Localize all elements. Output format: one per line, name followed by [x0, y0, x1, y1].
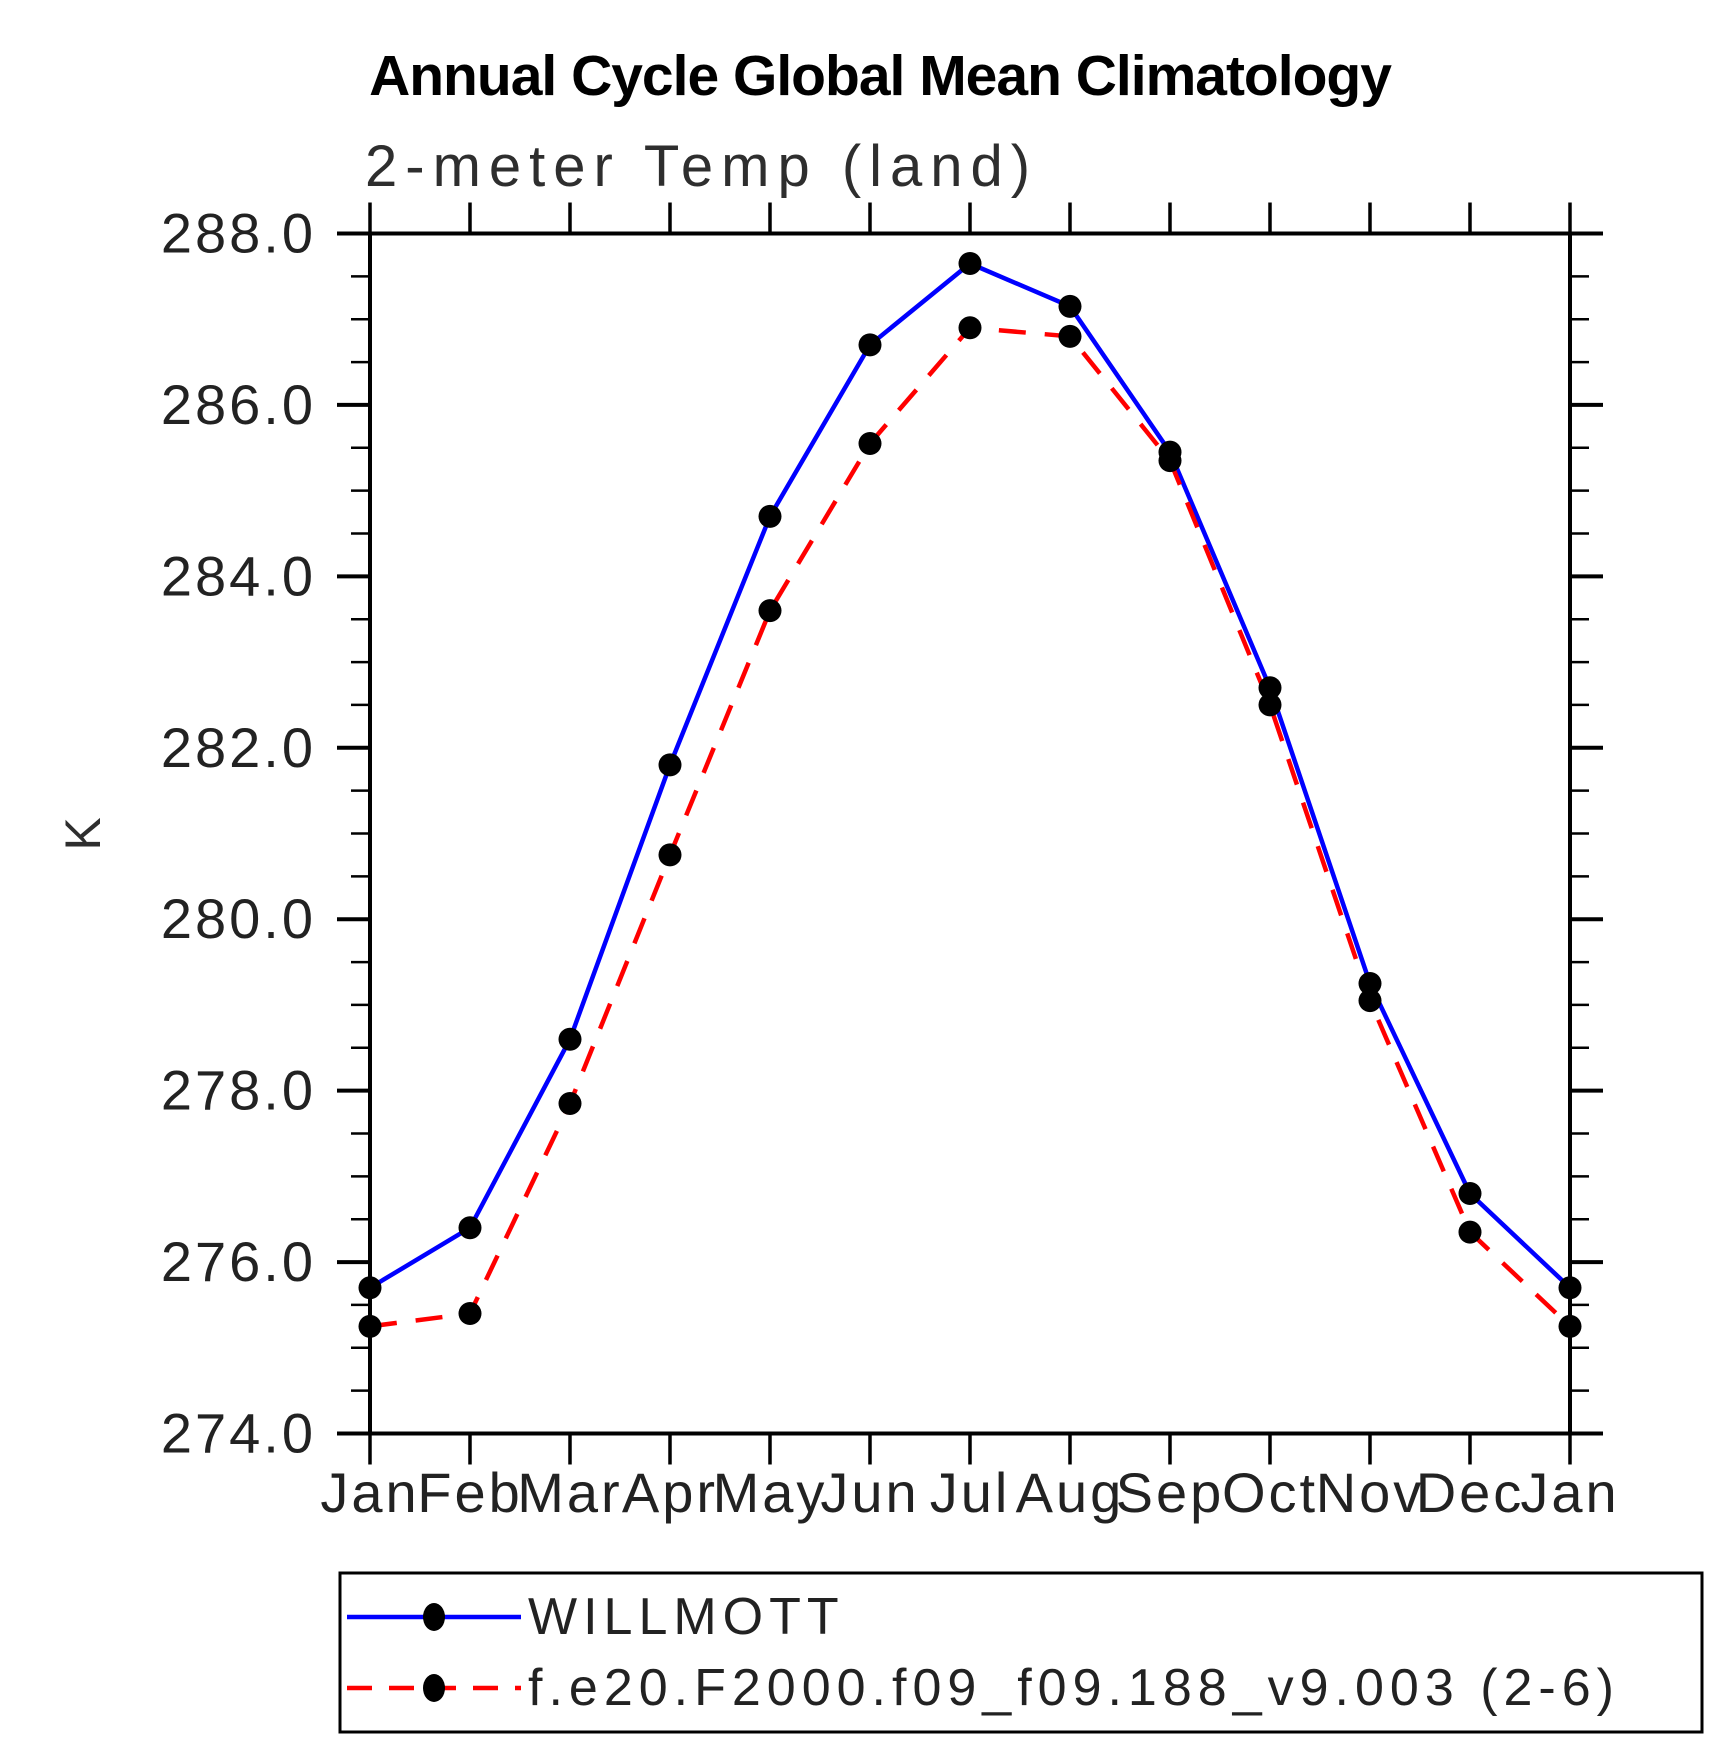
legend-marker	[423, 1674, 445, 1702]
y-tick-label: 278.0	[161, 1059, 316, 1122]
tick-marks	[337, 202, 1603, 1465]
series-line-willmott	[368, 260, 1572, 1290]
chart-subtitle: 2-meter Temp (land)	[365, 134, 1038, 199]
legend-box	[338, 1571, 1704, 1734]
x-tick-label: May	[713, 1461, 828, 1524]
x-tick-label: Oct	[1222, 1461, 1318, 1524]
y-tick-label: 276.0	[161, 1230, 316, 1293]
x-tick-label: Jan	[320, 1461, 419, 1524]
data-point-marker	[658, 843, 682, 867]
data-point-marker	[858, 333, 882, 357]
x-tick-label: Jul	[930, 1461, 1011, 1524]
x-tick-label: Jan	[1520, 1461, 1619, 1524]
data-point-marker	[758, 504, 782, 528]
x-tick-label: Nov	[1316, 1461, 1425, 1524]
data-point-marker	[1458, 1220, 1482, 1244]
x-tick-label: Feb	[417, 1461, 523, 1524]
y-tick-label: 284.0	[161, 544, 316, 607]
x-tick-label: Sep	[1116, 1461, 1225, 1524]
data-point-marker	[958, 252, 982, 275]
data-point-marker	[558, 1092, 582, 1115]
x-tick-label: Mar	[517, 1461, 622, 1524]
y-tick-label: 286.0	[161, 373, 316, 436]
data-point-marker	[1058, 294, 1082, 318]
y-tick-label: 274.0	[161, 1402, 316, 1465]
data-point-marker	[1558, 1276, 1582, 1300]
data-point-marker	[858, 432, 882, 455]
data-point-marker	[758, 599, 782, 623]
y-tick-label: 282.0	[161, 716, 316, 779]
x-tick-label: Apr	[622, 1461, 718, 1524]
chart-title: Annual Cycle Global Mean Climatology	[369, 44, 1392, 108]
axes	[368, 231, 1572, 1436]
legend: WILLMOTT f.e20.F2000.f09_f09.188_v9.003 (…	[338, 1571, 1704, 1734]
data-point-marker	[1358, 972, 1382, 995]
data-point-marker	[1258, 676, 1282, 700]
data-point-marker	[1058, 324, 1082, 348]
data-point-marker	[1358, 989, 1382, 1013]
data-point-marker	[358, 1314, 382, 1338]
data-point-marker	[358, 1276, 382, 1300]
data-point-marker	[458, 1216, 482, 1240]
legend-label: f.e20.F2000.f09_f09.188_v9.003 (2-6)	[528, 1659, 1620, 1717]
data-point-marker	[1258, 693, 1282, 717]
data-point-marker	[958, 316, 982, 340]
tick-labels: 274.0 276.0 278.0 280.0 282.0 284.0 286.0 288.0…	[161, 202, 1619, 1525]
x-tick-label: Aug	[1016, 1461, 1125, 1524]
y-tick-label: 288.0	[161, 202, 316, 265]
x-tick-label: Jun	[820, 1461, 919, 1524]
data-point-marker	[1558, 1314, 1582, 1338]
legend-marker	[423, 1603, 445, 1631]
series-line-model	[369, 325, 1572, 1329]
plot-box	[368, 231, 1572, 1436]
data-point-marker	[558, 1027, 582, 1051]
data-point-marker	[458, 1302, 482, 1325]
y-tick-label: 280.0	[161, 887, 316, 950]
legend-label: WILLMOTT	[528, 1588, 845, 1646]
data-point-marker	[658, 753, 682, 777]
data-series	[358, 252, 1582, 1338]
data-point-marker	[1158, 449, 1182, 473]
y-axis-label: K	[55, 815, 111, 850]
data-point-marker	[1458, 1182, 1482, 1205]
x-tick-label: Dec	[1416, 1461, 1525, 1524]
